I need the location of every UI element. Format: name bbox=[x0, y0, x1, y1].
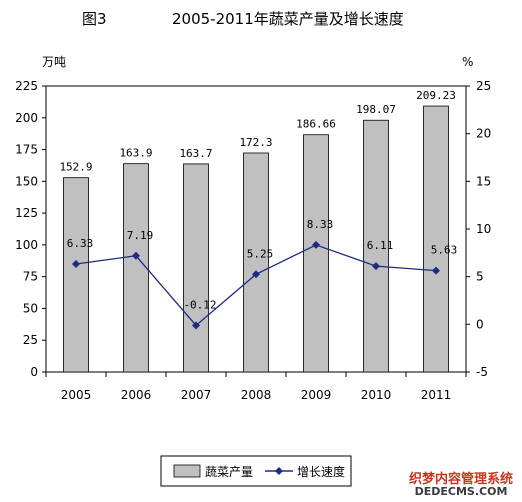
bar bbox=[363, 119, 389, 373]
chart-title: 2005-2011年蔬菜产量及增长速度 bbox=[172, 10, 404, 28]
right-axis-tick-label: 15 bbox=[476, 174, 491, 188]
bar-data-label: 198.07 bbox=[356, 103, 396, 116]
line-point bbox=[252, 270, 260, 279]
left-axis-tick-label: 150 bbox=[15, 174, 38, 188]
bar bbox=[183, 163, 209, 373]
x-axis-tick-label: 2006 bbox=[121, 388, 152, 402]
bar-data-label: 163.7 bbox=[179, 147, 212, 160]
left-axis: 225 200 175 150 125 100 75 50 25 0 bbox=[15, 79, 46, 379]
line-point bbox=[312, 240, 320, 249]
legend: 蔬菜产量 增长速度 bbox=[160, 455, 352, 487]
left-axis-tick-label: 0 bbox=[30, 365, 38, 379]
right-axis-tick-label: -5 bbox=[476, 365, 488, 379]
right-axis-tick-label: 0 bbox=[476, 317, 484, 331]
left-axis-tick-label: 100 bbox=[15, 238, 38, 252]
x-axis-tick-label: 2009 bbox=[301, 388, 332, 402]
line-data-label: 6.33 bbox=[67, 237, 94, 250]
x-axis-tick-label: 2005 bbox=[61, 388, 92, 402]
bar-data-label: 152.9 bbox=[59, 161, 92, 174]
line-point bbox=[432, 266, 440, 275]
right-axis-tick-label: 10 bbox=[476, 222, 491, 236]
left-axis-tick-label: 175 bbox=[15, 143, 38, 157]
x-axis: 2005 2006 2007 2008 2009 2010 2011 bbox=[45, 372, 467, 402]
bar-data-label: 186.66 bbox=[296, 118, 336, 131]
line-data-label: -0.12 bbox=[183, 298, 216, 311]
left-axis-tick-label: 50 bbox=[23, 301, 38, 315]
watermark-en: DEDECMS.COM bbox=[414, 485, 508, 498]
bar bbox=[63, 177, 89, 373]
left-axis-tick-label: 25 bbox=[23, 333, 38, 347]
left-axis-tick-label: 200 bbox=[15, 111, 38, 125]
line-data-label: 7.19 bbox=[127, 229, 154, 242]
chart-figure-label: 图3 bbox=[82, 10, 107, 28]
legend-bar-swatch bbox=[173, 464, 201, 478]
x-axis-tick-label: 2007 bbox=[181, 388, 212, 402]
line-series bbox=[72, 240, 440, 330]
line-data-label: 5.63 bbox=[431, 244, 458, 257]
left-axis-tick-label: 125 bbox=[15, 206, 38, 220]
right-axis-unit: % bbox=[462, 55, 473, 69]
legend-line-label: 增长速度 bbox=[297, 464, 345, 479]
left-axis-tick-label: 75 bbox=[23, 270, 38, 284]
legend-line-marker bbox=[275, 467, 283, 475]
right-axis-tick-label: 5 bbox=[476, 270, 484, 284]
left-axis-tick-label: 225 bbox=[15, 79, 38, 93]
bar bbox=[423, 105, 449, 373]
bar-series bbox=[63, 105, 449, 373]
line-data-label: 5.25 bbox=[247, 247, 274, 260]
bar bbox=[303, 134, 329, 373]
line-labels: 6.33 7.19 -0.12 5.25 8.33 6.11 5.63 bbox=[67, 218, 458, 312]
line-data-label: 6.11 bbox=[367, 239, 394, 252]
bar-data-label: 163.9 bbox=[119, 147, 152, 160]
line-point bbox=[72, 259, 80, 268]
line-data-label: 8.33 bbox=[307, 218, 334, 231]
bar bbox=[243, 152, 269, 373]
bar bbox=[123, 163, 149, 373]
legend-bar-label: 蔬菜产量 bbox=[205, 465, 253, 479]
bar-labels: 152.9 163.9 163.7 172.3 186.66 198.07 209.23 bbox=[59, 89, 455, 174]
bar-data-label: 172.3 bbox=[239, 136, 272, 149]
watermark-cn: 织梦内容管理系统 bbox=[408, 472, 513, 487]
right-axis-tick-label: 25 bbox=[476, 79, 491, 93]
bar-data-label: 209.23 bbox=[416, 89, 456, 102]
x-axis-tick-label: 2010 bbox=[361, 388, 392, 402]
right-axis: 25 20 15 10 5 0 -5 bbox=[466, 79, 491, 379]
x-axis-tick-label: 2008 bbox=[241, 388, 272, 402]
line-point bbox=[132, 251, 140, 260]
line-point bbox=[372, 262, 380, 271]
x-axis-tick-label: 2011 bbox=[421, 388, 452, 402]
left-axis-unit: 万吨 bbox=[42, 55, 66, 69]
line-point bbox=[192, 321, 200, 330]
watermark: 织梦内容管理系统 DEDECMS.COM bbox=[402, 468, 520, 500]
right-axis-tick-label: 20 bbox=[476, 127, 491, 141]
